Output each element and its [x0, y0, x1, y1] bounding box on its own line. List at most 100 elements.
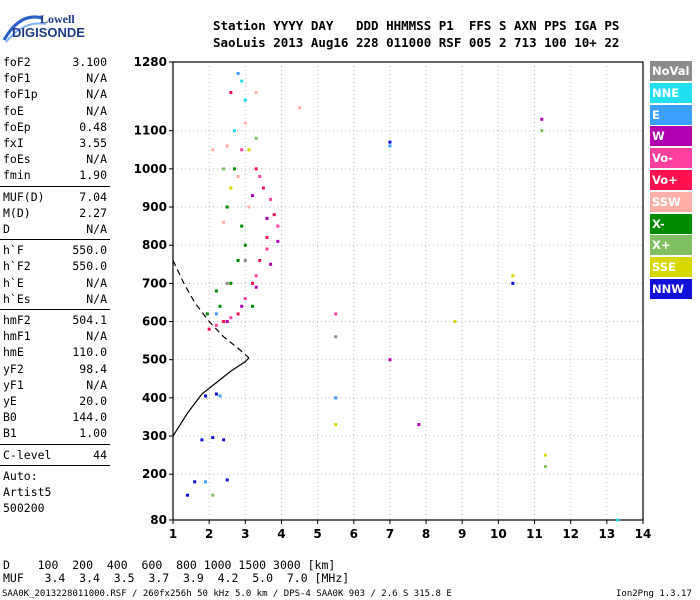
param-key: foE [3, 103, 24, 118]
panel-divider [0, 239, 110, 241]
data-point-noval [243, 258, 247, 262]
param-yf1: yF1 N/A [3, 378, 107, 392]
param-value: 144.0 [72, 410, 107, 425]
param-value: 7.04 [79, 189, 107, 204]
data-point-ssw [247, 205, 251, 209]
param-value: N/A [86, 291, 107, 306]
data-point-w [225, 320, 229, 324]
param-fmin: fmin 1.90 [3, 168, 107, 182]
param-b0: B0 144.0 [3, 410, 107, 424]
data-point-ssw [254, 91, 258, 95]
y-tick-label: 1000 [134, 162, 167, 176]
legend-xplus: X+ [650, 235, 692, 256]
data-point-xplus [543, 465, 547, 469]
param-fof1p: foF1p N/A [3, 87, 107, 101]
electron-density-profile [172, 357, 250, 437]
data-point-voplus [254, 167, 258, 171]
lowell-digisonde-logo: Lowell DIGISONDE [2, 10, 85, 48]
legend-ssw: SSW [650, 191, 692, 212]
data-point-xminus [251, 304, 255, 308]
param-value: 44 [93, 447, 107, 462]
param-key: hmF2 [3, 313, 31, 327]
data-point-e [204, 480, 208, 484]
legend-vominus: Vo- [650, 148, 692, 169]
data-point-sse [247, 148, 251, 152]
param-value: 110.0 [72, 345, 107, 360]
param-hmf2: hmF2 504.1 [3, 313, 107, 327]
param-key: h`E [3, 275, 24, 290]
x-tick-label: 10 [490, 527, 507, 541]
param-hme: hmE 110.0 [3, 345, 107, 359]
param-key: foF1p [3, 87, 38, 102]
data-point-w [254, 285, 258, 289]
x-tick-label: 11 [526, 527, 543, 541]
param-md: M(D) 2.27 [3, 206, 107, 220]
param-value: N/A [86, 377, 107, 392]
data-point-voplus [261, 186, 265, 190]
param-key: B1 [3, 426, 17, 441]
data-point-sse [334, 423, 338, 427]
trace-extrapolation-curve [172, 260, 250, 359]
y-tick-label: 1280 [134, 55, 167, 69]
legend-w: W [650, 126, 692, 147]
legend-nne: NNE [650, 82, 692, 103]
param-key: yE [3, 394, 17, 408]
x-tick-label: 12 [562, 527, 579, 541]
logo-swoosh-icon [2, 15, 47, 43]
param-ye: yE 20.0 [3, 394, 107, 408]
data-point-xminus [240, 224, 244, 228]
param-key: hmE [3, 345, 24, 360]
param-hf2: h`F2 550.0 [3, 259, 107, 273]
data-point-nnw [200, 438, 204, 442]
logo-line1: Lowell [40, 12, 75, 26]
y-tick-label: 800 [142, 238, 167, 252]
data-point-w [276, 239, 280, 243]
data-point-nnw [222, 438, 226, 442]
param-key: C-level [3, 447, 52, 462]
data-point-vominus [229, 316, 233, 320]
data-point-sse [511, 274, 515, 278]
param-foep: foEp 0.48 [3, 120, 107, 134]
data-point-xplus [211, 493, 215, 497]
data-point-e [388, 144, 392, 148]
param-fof1: foF1 N/A [3, 71, 107, 85]
data-point-w [265, 216, 269, 220]
data-point-vominus [265, 247, 269, 251]
data-point-nnw [204, 394, 208, 398]
param-value: 550.0 [72, 259, 107, 274]
data-point-nnw [193, 480, 197, 484]
param-d: D N/A [3, 222, 107, 236]
param-key: yF1 [3, 377, 24, 392]
param-value: 1.90 [79, 168, 107, 183]
param-key: foF2 [3, 55, 31, 69]
param-value: 3.55 [79, 136, 107, 150]
param-key: D [3, 222, 10, 236]
param-b1: B1 1.00 [3, 426, 107, 440]
param-value: 20.0 [79, 394, 107, 408]
data-point-ssw [236, 175, 240, 178]
y-tick-label: 500 [142, 353, 167, 367]
x-tick-label: 8 [422, 527, 430, 541]
data-point-nne [616, 518, 620, 522]
y-tick-label: 900 [142, 200, 167, 214]
data-point-xplus [540, 129, 544, 133]
param-value: N/A [86, 329, 107, 344]
autoscaling-line: Auto: [3, 468, 38, 483]
param-yf2: yF2 98.4 [3, 362, 107, 376]
data-point-nnw [225, 478, 229, 482]
data-point-w [388, 358, 392, 362]
legend-e: E [650, 104, 692, 125]
data-point-vominus [258, 175, 262, 178]
param-value: N/A [86, 87, 107, 102]
data-point-voplus [258, 258, 262, 262]
param-value: 98.4 [79, 361, 107, 376]
y-tick-label: 400 [142, 391, 167, 405]
data-point-voplus [236, 312, 240, 316]
data-point-vominus [269, 197, 273, 201]
param-key: fmin [3, 168, 31, 183]
param-value: 550.0 [72, 243, 107, 258]
data-point-ssw [298, 106, 302, 110]
y-tick-label: 700 [142, 276, 167, 290]
logo-line2: DIGISONDE [12, 25, 85, 40]
